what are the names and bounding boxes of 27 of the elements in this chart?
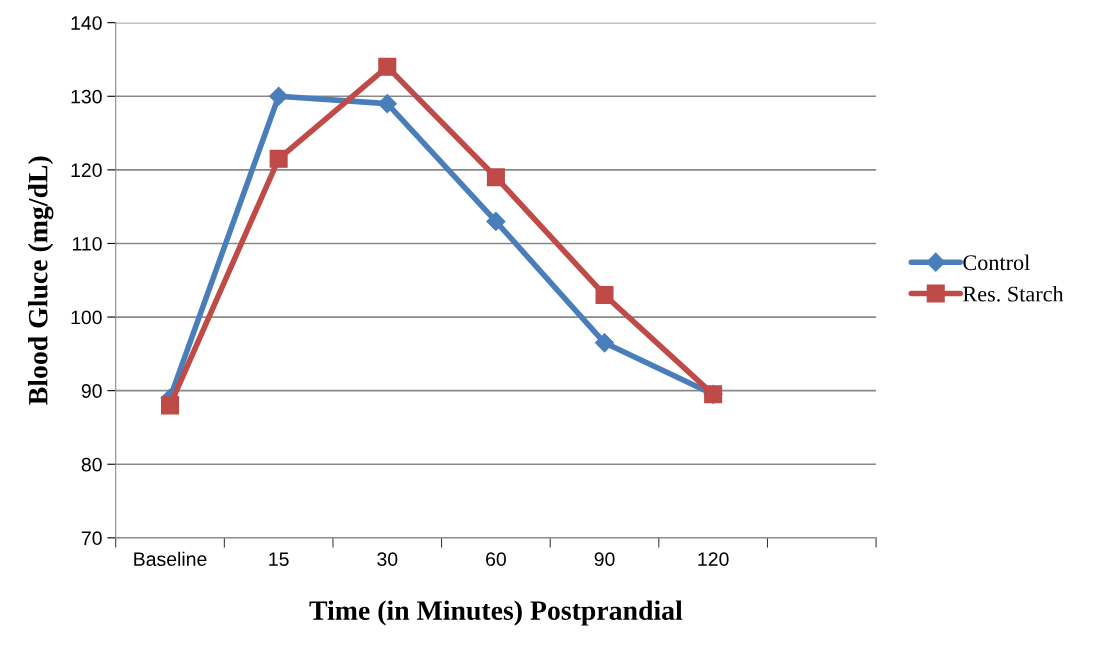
- x-tick-label: 60: [486, 552, 506, 567]
- point: [269, 86, 289, 106]
- point: [269, 149, 288, 168]
- x-axis-title: Time (in Minutes) Postprandial: [309, 600, 683, 626]
- point: [486, 211, 506, 231]
- y-tick-label: 130: [71, 89, 102, 104]
- point: [377, 94, 397, 114]
- x-tick-label: 15: [269, 552, 289, 567]
- y-tick-label: 90: [81, 384, 102, 398]
- y-tick-label: 120: [71, 163, 102, 178]
- y-tick-label: 110: [72, 236, 102, 251]
- legend-label: Control: [963, 254, 1030, 271]
- y-tick-label: 80: [81, 457, 102, 472]
- x-tick-label: 120: [698, 552, 729, 567]
- x-tick-label: 30: [377, 552, 398, 567]
- point: [486, 168, 505, 187]
- y-tick-label: 140: [71, 16, 102, 30]
- y-tick-label: 100: [71, 310, 102, 325]
- x-tick-label: 90: [594, 552, 615, 567]
- y-axis-title: Blood Gluce (mg/dL): [28, 156, 54, 405]
- x-tick-label: Baseline: [134, 551, 207, 567]
- y-tick-label: 70: [81, 531, 102, 546]
- point: [595, 285, 614, 305]
- point: [160, 396, 180, 415]
- legend-label: Res. Starch: [963, 285, 1064, 302]
- point: [594, 333, 615, 353]
- point: [378, 57, 397, 76]
